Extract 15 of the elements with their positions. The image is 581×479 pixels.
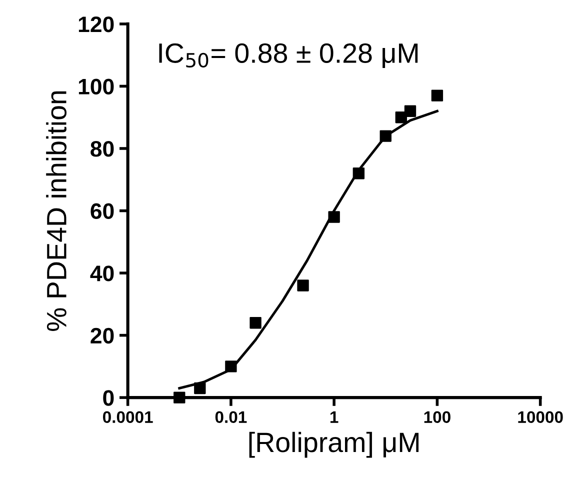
y-tick-label: 80 [90,141,114,157]
x-tick-label: 1 [330,411,338,423]
y-tick-label: 20 [90,328,114,344]
x-tick-label: 0.0001 [102,411,153,424]
x-tick-label: 10000 [518,411,563,424]
y-tick-label: 100 [78,78,114,94]
y-tick-label: 0 [103,390,114,406]
annotation: IC$_{50}$= 0.88 ± 0.28 μM [159,43,418,68]
y-tick-label: 40 [90,266,114,282]
x-tick-label: 0.01 [215,411,247,424]
y-tick-label: 120 [78,16,114,32]
x-tick-label: 100 [424,411,450,424]
y-axis-title: % PDE4D inhibition [46,91,67,331]
x-axis-title: [Rolipram] μM [249,432,419,458]
y-tick-label: 60 [90,203,114,220]
